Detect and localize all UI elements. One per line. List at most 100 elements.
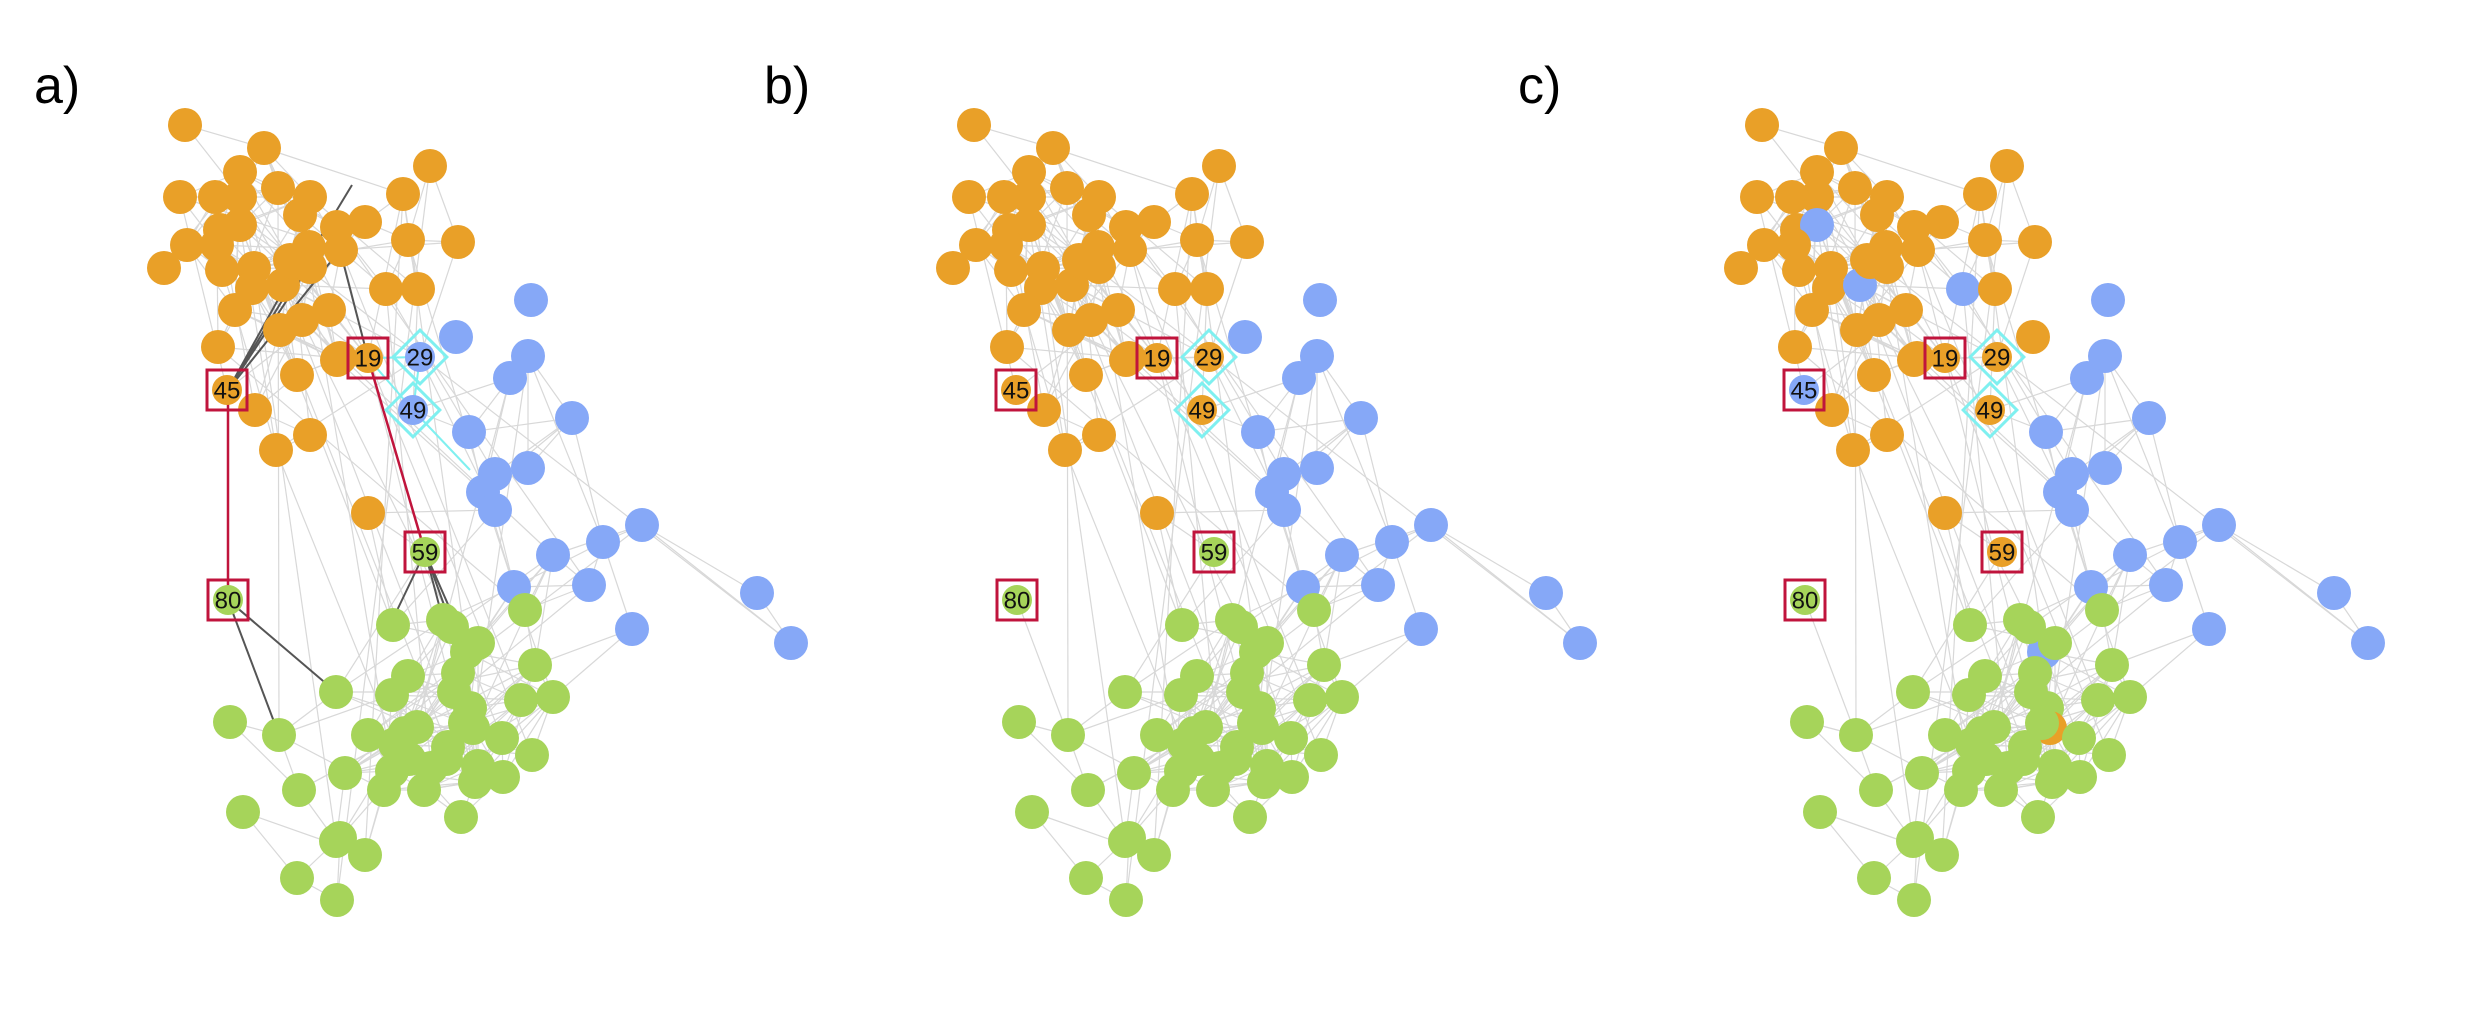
graph-edge — [282, 284, 387, 290]
graph-node — [1800, 208, 1834, 242]
graph-edge — [217, 346, 526, 611]
graph-node — [1782, 253, 1816, 287]
labeled-node-45: 45 — [1782, 368, 1826, 412]
graph-node — [205, 253, 239, 287]
highlight-edge-red — [366, 357, 427, 553]
graph-node — [223, 208, 257, 242]
diamond-marker — [1173, 381, 1231, 439]
node-fill — [1982, 342, 2012, 372]
graph-edge — [1341, 628, 1422, 698]
graph-node — [1293, 683, 1327, 717]
graph-edge — [1257, 417, 1362, 433]
graph-edge — [2079, 664, 2113, 778]
graph-node — [2070, 361, 2104, 395]
graph-node — [2192, 612, 2226, 646]
graph-edge — [1430, 524, 1581, 644]
diamond-marker — [1961, 381, 2019, 439]
graph-node — [1007, 293, 1041, 327]
graph-edge — [534, 554, 554, 666]
graph-node — [1164, 754, 1198, 788]
graph-edge — [1886, 196, 1996, 290]
graph-edge — [552, 628, 633, 698]
graph-edge — [1090, 319, 1257, 653]
graph-node — [247, 131, 281, 165]
graph-node — [536, 538, 570, 572]
graph-node — [461, 749, 495, 783]
graph-node — [2163, 525, 2197, 559]
graph-node — [1361, 568, 1395, 602]
graph-edge — [1944, 524, 2220, 736]
graph-node — [1747, 228, 1781, 262]
graph-node — [1190, 272, 1224, 306]
graph-edge — [1944, 357, 2110, 756]
graph-node — [508, 593, 542, 627]
node-fill — [1930, 343, 1960, 373]
graph-node — [1108, 675, 1142, 709]
labeled-node-49: 49 — [1173, 381, 1231, 439]
node-fill — [1790, 585, 1820, 615]
graph-node — [1074, 303, 1108, 337]
panel-b: b) 19 29 45 49 59 80 — [0, 0, 1597, 1022]
graph-node — [1303, 283, 1337, 317]
node-fill — [1002, 585, 1032, 615]
graph-node — [198, 180, 232, 214]
graph-node — [1113, 233, 1147, 267]
graph-edge — [367, 524, 643, 736]
graph-node — [223, 180, 257, 214]
graph-node — [328, 756, 362, 790]
graph-node — [1165, 608, 1199, 642]
labeled-node-45: 45 — [994, 368, 1038, 412]
graph-node — [439, 320, 473, 354]
graph-node — [1203, 751, 1237, 785]
labeled-node-80: 80 — [1783, 578, 1827, 622]
graph-edge — [278, 734, 385, 791]
panel-c: c) 19 29 45 49 59 80 — [0, 0, 2385, 1022]
node-label: 19 — [355, 346, 382, 373]
graph-edge — [1316, 355, 1393, 543]
square-marker — [205, 368, 249, 412]
graph-edge — [1052, 147, 1193, 195]
graph-node — [1015, 795, 1049, 829]
square-marker — [1192, 530, 1236, 574]
graph-edge — [2111, 554, 2131, 666]
panel-label-c: c) — [1518, 57, 1562, 115]
graph-node — [1140, 496, 1174, 530]
graph-node — [493, 361, 527, 395]
diamond-marker — [391, 328, 449, 386]
labeled-node-80: 80 — [995, 578, 1039, 622]
graph-node — [1274, 721, 1308, 755]
labeled-node-19: 19 — [346, 336, 390, 380]
graph-node — [226, 795, 260, 829]
graph-node — [282, 773, 316, 807]
node-fill — [405, 342, 435, 372]
graph-node — [1740, 180, 1774, 214]
labeled-node-29: 29 — [1968, 328, 2026, 386]
graph-node — [2038, 626, 2072, 660]
graph-edge — [468, 417, 573, 433]
graph-node — [1839, 718, 1873, 752]
graph-edge — [1794, 346, 2103, 611]
graph-node — [1224, 610, 1258, 644]
square-marker — [206, 578, 250, 622]
graph-edge — [1944, 512, 1971, 626]
graph-node — [1870, 250, 1904, 284]
graph-node — [1297, 593, 1331, 627]
graph-node — [1117, 756, 1151, 790]
graph-node — [1012, 155, 1046, 189]
graph-node — [936, 251, 970, 285]
graph-node — [319, 824, 353, 858]
graph-node — [987, 180, 1021, 214]
graph-edge — [1859, 284, 1964, 290]
graph-node — [1968, 223, 2002, 257]
graph-node — [201, 330, 235, 364]
graph-node — [1925, 838, 1959, 872]
graph-node — [1325, 680, 1359, 714]
network-graph-a: 19 29 45 49 59 80 — [147, 108, 808, 917]
graph-node — [515, 738, 549, 772]
graph-node — [1158, 272, 1192, 306]
highlight-edge-dark — [339, 249, 369, 359]
graph-edge — [1156, 524, 1432, 736]
node-label: 29 — [1196, 345, 1223, 372]
node-label: 29 — [1984, 345, 2011, 372]
